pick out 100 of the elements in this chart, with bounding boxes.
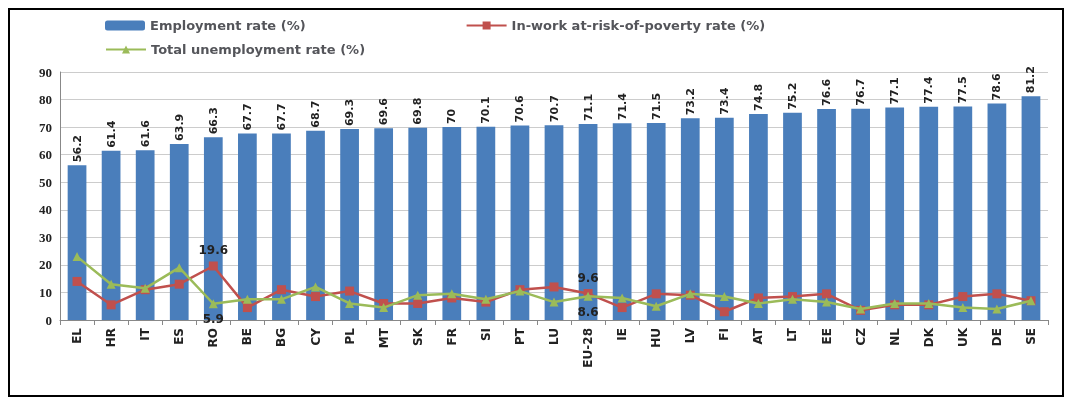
data-label: 69.3 — [343, 98, 357, 127]
x-tick-label: SK — [410, 327, 425, 346]
y-tick-label: 0 — [45, 312, 52, 328]
bar — [783, 112, 802, 320]
x-tick-label: DK — [921, 327, 936, 348]
point — [174, 279, 184, 289]
data-label: 70 — [445, 108, 459, 125]
x-tick-label: PT — [512, 327, 527, 345]
data-label: 70.6 — [513, 94, 527, 123]
data-label: 70.7 — [547, 95, 561, 123]
bar — [169, 143, 189, 320]
data-label: 71.5 — [649, 92, 663, 120]
point — [958, 303, 968, 313]
data-label: 76.6 — [820, 78, 834, 106]
data-label: 63.9 — [172, 113, 186, 141]
point — [719, 307, 729, 317]
x-tick-label: IT — [138, 327, 153, 341]
data-label: 73.2 — [683, 88, 697, 116]
x-tick-label: DE — [989, 328, 1004, 347]
point — [413, 290, 423, 300]
point — [106, 279, 116, 289]
data-label: 77.4 — [922, 76, 936, 104]
x-tick-label: SE — [1023, 328, 1038, 345]
bar — [101, 150, 121, 320]
point — [822, 297, 832, 307]
x-tick-label: PL — [342, 327, 357, 345]
data-label: 76.7 — [854, 78, 868, 106]
y-tick-label: 10 — [39, 284, 52, 300]
x-tick-label: CY — [308, 327, 323, 346]
point — [753, 298, 763, 308]
point — [276, 294, 286, 304]
point — [617, 303, 627, 313]
x-tick-label: HU — [649, 328, 664, 348]
data-label: 77.1 — [888, 77, 902, 105]
bar — [510, 125, 530, 320]
bar — [476, 126, 496, 320]
data-label: 74.8 — [751, 83, 765, 111]
bar — [340, 129, 359, 320]
data-label: 70.1 — [479, 96, 493, 124]
point — [651, 301, 661, 311]
bar — [306, 130, 325, 320]
y-tick-label: 80 — [39, 92, 52, 108]
point — [992, 289, 1002, 299]
data-label: 66.3 — [206, 107, 220, 135]
point — [753, 293, 763, 303]
point — [72, 276, 82, 286]
data-label: 73.4 — [717, 87, 731, 115]
data-label: 78.6 — [990, 72, 1004, 101]
point — [549, 282, 559, 292]
y-tick-label: 60 — [39, 147, 52, 163]
x-tick-label: BG — [274, 328, 289, 347]
bar — [953, 106, 973, 320]
point — [345, 298, 355, 308]
point — [106, 300, 116, 310]
data-label: 68.7 — [309, 100, 323, 128]
x-tick-label: IE — [615, 328, 630, 341]
point — [242, 294, 252, 304]
x-tick-label: MT — [376, 327, 391, 349]
data-label: 71.1 — [581, 93, 595, 122]
x-tick-label: EU-28 — [581, 328, 596, 368]
data-label: 77.5 — [956, 76, 970, 104]
y-tick-label: 30 — [39, 229, 52, 245]
bar — [374, 128, 394, 320]
data-label: 81.2 — [1024, 66, 1038, 94]
x-tick-label: HR — [104, 328, 119, 348]
legend-label: In-work at-risk-of-poverty rate (%) — [511, 18, 766, 33]
y-tick-label: 40 — [39, 202, 52, 218]
bar — [851, 108, 870, 320]
bar — [714, 117, 734, 320]
bar — [544, 125, 564, 320]
bar — [749, 113, 768, 320]
y-tick-label: 70 — [39, 119, 52, 135]
point — [311, 292, 321, 302]
bar — [612, 123, 632, 320]
point — [651, 289, 661, 299]
data-label: 61.6 — [138, 119, 152, 148]
y-tick-label: 90 — [39, 64, 52, 80]
x-tick-label: LV — [683, 327, 698, 344]
bar — [885, 107, 905, 320]
data-label: 67.7 — [240, 103, 254, 131]
x-tick-label: LU — [547, 328, 561, 345]
point — [719, 292, 729, 302]
x-tick-label: FI — [717, 328, 732, 341]
bar — [1021, 96, 1041, 320]
bar — [919, 106, 939, 320]
x-tick-label: RO — [206, 328, 221, 348]
data-label: 75.2 — [785, 82, 799, 110]
legend-label: Total unemployment rate (%) — [151, 42, 366, 57]
bar — [272, 133, 291, 320]
x-tick-label: UK — [955, 327, 970, 348]
point — [822, 289, 832, 299]
bar — [67, 165, 87, 320]
point — [549, 297, 559, 307]
x-tick-label: LT — [785, 327, 800, 342]
bar — [680, 118, 700, 320]
point — [72, 252, 82, 262]
point — [276, 285, 286, 295]
x-tick-label: ES — [172, 328, 187, 345]
bar — [238, 133, 257, 320]
x-tick-label: CZ — [853, 327, 868, 346]
